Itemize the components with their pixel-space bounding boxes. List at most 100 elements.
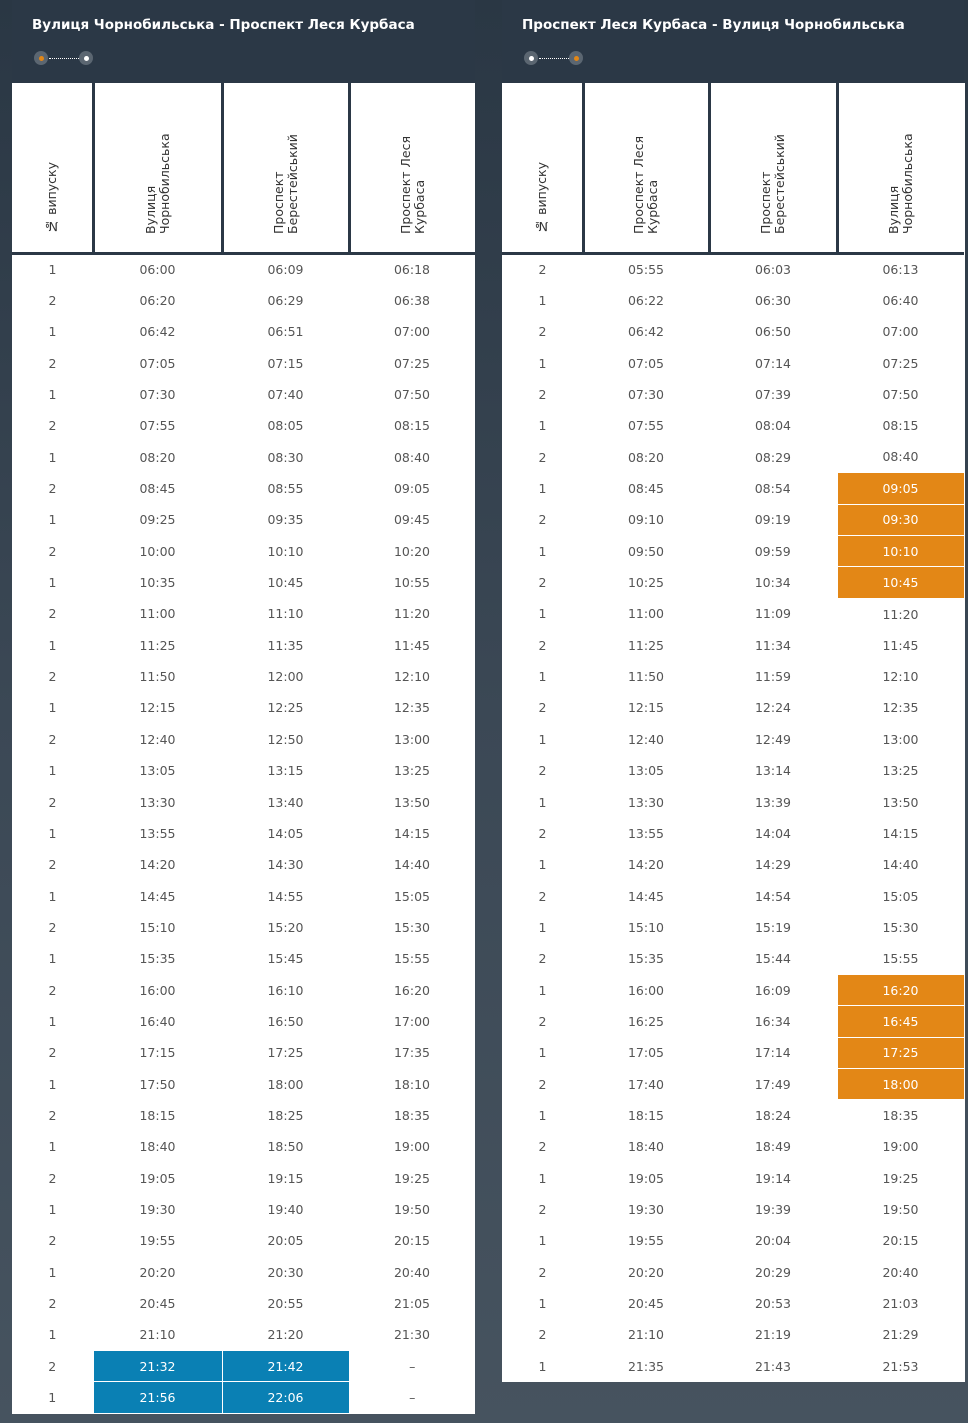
bus-number-cell: 2 bbox=[538, 1201, 547, 1217]
departure-time-cell: 16:50 bbox=[267, 1013, 304, 1029]
bus-number-cell: 1 bbox=[48, 512, 57, 528]
departure-time-cell: 11:20 bbox=[882, 606, 919, 622]
table-row: 1 20:20 20:30 20:40 bbox=[12, 1257, 475, 1288]
bus-number-cell: 1 bbox=[538, 731, 547, 747]
table-row: 1 07:05 07:14 07:25 bbox=[502, 348, 964, 379]
bus-number-cell: 2 bbox=[538, 637, 547, 653]
stop-header: Проспект Леся Курбаса bbox=[349, 83, 475, 255]
departure-time-cell: 21:56 bbox=[92, 1381, 223, 1414]
table-row: 2 19:55 20:05 20:15 bbox=[12, 1225, 475, 1256]
bus-number-cell: 1 bbox=[48, 449, 57, 465]
departure-time-cell: 13:14 bbox=[754, 763, 792, 779]
stop-header: Вулиця Чорнобильська bbox=[93, 83, 224, 255]
bus-number-cell: 2 bbox=[538, 1076, 547, 1092]
departure-time-cell: 11:45 bbox=[393, 637, 431, 653]
end-stop-dot-icon bbox=[569, 51, 583, 65]
bus-number-cell: 2 bbox=[48, 543, 57, 559]
departure-time-cell: 21:19 bbox=[754, 1327, 792, 1343]
departure-time-cell: 11:20 bbox=[393, 606, 431, 622]
bus-number-cell: 2 bbox=[48, 731, 57, 747]
departure-time-cell: 13:00 bbox=[882, 731, 919, 747]
departure-time-cell: 19:30 bbox=[627, 1201, 665, 1217]
departure-time-cell: 07:25 bbox=[882, 355, 919, 371]
departure-time-cell: 15:20 bbox=[267, 919, 304, 935]
header-row: № випуску Проспект Леся Курбаса Проспект Б… bbox=[502, 83, 964, 255]
table-row: 1 09:25 09:35 09:45 bbox=[12, 504, 475, 535]
bus-number-cell: 1 bbox=[538, 857, 547, 873]
departure-time-cell: 14:45 bbox=[139, 888, 176, 904]
departure-time-cell: 11:50 bbox=[627, 669, 665, 685]
table-row: 2 06:42 06:50 07:00 bbox=[502, 316, 964, 347]
schedule-table: № випуску Вулиця Чорнобильська Проспект Бе… bbox=[12, 83, 475, 1414]
departure-time-cell: 06:03 bbox=[754, 262, 792, 278]
table-row: 1 17:50 18:00 18:10 bbox=[12, 1068, 475, 1099]
table-row: 2 10:25 10:34 10:45 bbox=[502, 566, 965, 599]
departure-time-cell: 15:30 bbox=[393, 919, 431, 935]
departure-time-cell: 14:30 bbox=[267, 857, 304, 873]
bus-number-cell: 1 bbox=[48, 575, 57, 591]
departure-time-cell: 06:30 bbox=[754, 293, 792, 309]
departure-time-cell: 19:50 bbox=[882, 1201, 919, 1217]
departure-time-cell: 22:06 bbox=[221, 1381, 350, 1414]
stop-header: Проспект Берестейський bbox=[709, 83, 839, 255]
departure-time-cell: 19:05 bbox=[139, 1170, 176, 1186]
departure-time-cell: 12:35 bbox=[882, 700, 919, 716]
table-row: 1 06:22 06:30 06:40 bbox=[502, 285, 964, 316]
table-row: 1 09:50 09:59 10:10 bbox=[502, 535, 965, 568]
departure-time-cell: 13:50 bbox=[393, 794, 431, 810]
table-row: 2 16:25 16:34 16:45 bbox=[502, 1005, 965, 1038]
bus-number-cell: 2 bbox=[538, 449, 547, 465]
table-row: 2 19:05 19:15 19:25 bbox=[12, 1162, 475, 1193]
departure-time-cell: 18:40 bbox=[139, 1139, 176, 1155]
departure-time-cell: 21:10 bbox=[139, 1327, 176, 1343]
bus-number-cell: 1 bbox=[48, 1013, 57, 1029]
table-row: 2 11:00 11:10 11:20 bbox=[12, 598, 475, 629]
bus-number-cell: 1 bbox=[538, 1107, 547, 1123]
departure-time-cell: 20:04 bbox=[754, 1233, 792, 1249]
departure-time-cell: 11:35 bbox=[267, 637, 304, 653]
bus-number-cell: 1 bbox=[538, 418, 547, 434]
table-row: 2 11:25 11:34 11:45 bbox=[502, 630, 964, 661]
departure-time-cell: 07:50 bbox=[882, 387, 919, 403]
bus-number-cell: 2 bbox=[538, 700, 547, 716]
departure-time-cell: 07:30 bbox=[627, 387, 665, 403]
table-row: 2 20:20 20:29 20:40 bbox=[502, 1257, 964, 1288]
table-row: 1 06:00 06:09 06:18 bbox=[12, 254, 475, 285]
departure-time-cell: 13:50 bbox=[882, 794, 919, 810]
departure-time-cell: 12:10 bbox=[393, 669, 431, 685]
table-row: 1 11:50 11:59 12:10 bbox=[502, 661, 964, 692]
departure-time-cell: 09:19 bbox=[754, 512, 791, 528]
departure-time-cell: 14:40 bbox=[393, 857, 431, 873]
table-row: 1 16:00 16:09 16:20 bbox=[502, 973, 965, 1007]
table-row: 1 08:20 08:30 08:40 bbox=[12, 442, 475, 473]
table-row: 2 05:55 06:03 06:13 bbox=[502, 254, 964, 285]
departure-time-cell: 13:15 bbox=[267, 763, 304, 779]
departure-time-cell: 16:34 bbox=[754, 1013, 791, 1029]
route-title: Проспект Леся Курбаса - Вулиця Чорнобиль… bbox=[522, 17, 905, 33]
departure-time-cell: 06:29 bbox=[267, 293, 304, 309]
schedule-panel-return: Проспект Леся Курбаса - Вулиця Чорнобиль… bbox=[502, 0, 965, 1382]
departure-time-cell: 12:00 bbox=[267, 669, 304, 685]
table-row: 2 11:50 12:00 12:10 bbox=[12, 661, 475, 692]
departure-time-cell: 09:50 bbox=[627, 543, 665, 559]
bus-number-cell: 1 bbox=[48, 1076, 57, 1092]
departure-time-cell: 19:30 bbox=[139, 1201, 176, 1217]
departure-time-cell: 21:53 bbox=[882, 1358, 919, 1374]
departure-time-cell: 19:14 bbox=[754, 1170, 792, 1186]
departure-time-cell: 09:05 bbox=[393, 481, 431, 497]
bus-number-cell: 1 bbox=[538, 293, 547, 309]
bus-number-cell: 2 bbox=[48, 293, 57, 309]
bus-number-cell: 1 bbox=[538, 1233, 547, 1249]
departure-time-cell: 10:10 bbox=[836, 535, 965, 568]
departure-time-cell: 14:40 bbox=[882, 857, 919, 873]
departure-time-cell: 18:25 bbox=[267, 1107, 304, 1123]
departure-time-cell: 21:29 bbox=[882, 1327, 919, 1343]
departure-time-cell: 15:19 bbox=[754, 919, 792, 935]
departure-time-cell: – bbox=[409, 1390, 416, 1406]
departure-time-cell: 13:05 bbox=[139, 763, 176, 779]
departure-time-cell: 20:15 bbox=[882, 1233, 919, 1249]
departure-time-cell: 16:09 bbox=[754, 982, 791, 998]
table-row: 2 18:15 18:25 18:35 bbox=[12, 1100, 475, 1131]
header-label: Вулиця Чорнобильська bbox=[886, 133, 916, 234]
table-row: 1 13:55 14:05 14:15 bbox=[12, 818, 475, 849]
